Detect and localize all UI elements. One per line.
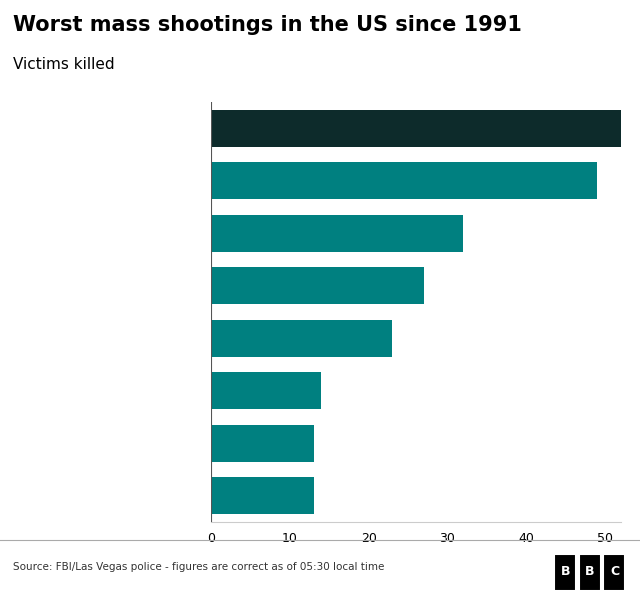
Text: B: B [585, 565, 595, 578]
Bar [211, 268, 424, 304]
Text: Victims killed: Victims killed [13, 57, 115, 72]
FancyBboxPatch shape [604, 554, 625, 591]
Bar [211, 425, 314, 461]
Bar [211, 320, 392, 356]
FancyBboxPatch shape [554, 554, 577, 591]
Bar [211, 110, 640, 146]
Text: Worst mass shootings in the US since 1991: Worst mass shootings in the US since 199… [13, 15, 522, 35]
Text: B: B [561, 565, 570, 578]
Text: C: C [610, 565, 619, 578]
Bar [211, 215, 463, 251]
Bar [211, 163, 597, 199]
Text: Source: FBI/Las Vegas police - figures are correct as of 05:30 local time: Source: FBI/Las Vegas police - figures a… [13, 562, 384, 572]
Bar [211, 373, 321, 409]
Bar [211, 478, 314, 514]
FancyBboxPatch shape [579, 554, 601, 591]
